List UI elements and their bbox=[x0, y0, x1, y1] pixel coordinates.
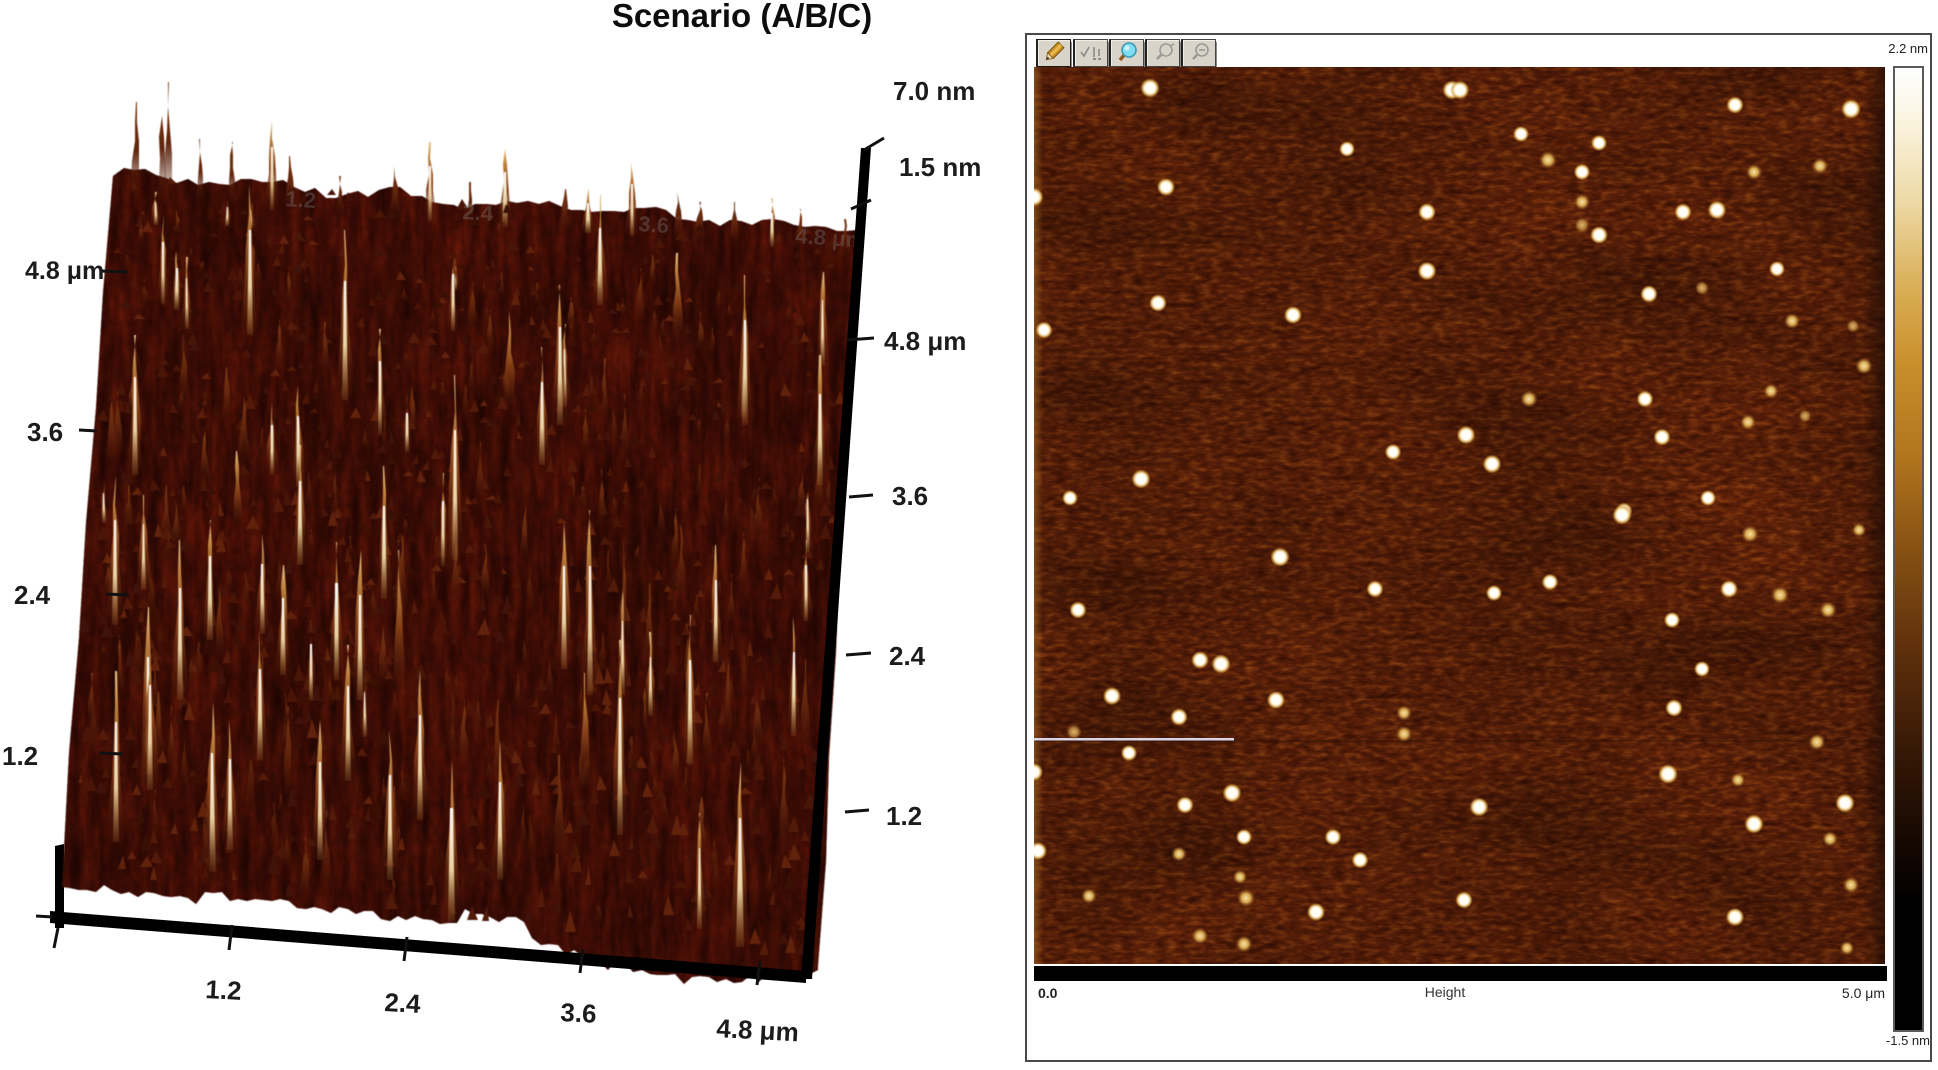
svg-text:1.2: 1.2 bbox=[205, 974, 243, 1006]
svg-text:2.4: 2.4 bbox=[462, 199, 495, 226]
svg-text:1.2: 1.2 bbox=[2, 741, 38, 771]
svg-text:7.0 nm: 7.0 nm bbox=[893, 76, 975, 106]
svg-text:1.2: 1.2 bbox=[285, 186, 317, 213]
svg-text:2.4: 2.4 bbox=[384, 987, 422, 1019]
svg-text:4.8 μm: 4.8 μm bbox=[884, 326, 966, 356]
svg-text:2.4: 2.4 bbox=[889, 641, 926, 671]
svg-text:3.6: 3.6 bbox=[638, 211, 670, 238]
svg-text:4.8 μm: 4.8 μm bbox=[716, 1013, 800, 1047]
svg-text:1.2: 1.2 bbox=[886, 801, 922, 831]
svg-text:3.6: 3.6 bbox=[892, 481, 928, 511]
svg-text:1.5 nm: 1.5 nm bbox=[899, 152, 981, 182]
svg-text:3.6: 3.6 bbox=[27, 417, 63, 447]
svg-text:2.4: 2.4 bbox=[14, 580, 51, 610]
svg-text:4.8 μm: 4.8 μm bbox=[25, 257, 104, 285]
svg-text:3.6: 3.6 bbox=[560, 997, 598, 1029]
